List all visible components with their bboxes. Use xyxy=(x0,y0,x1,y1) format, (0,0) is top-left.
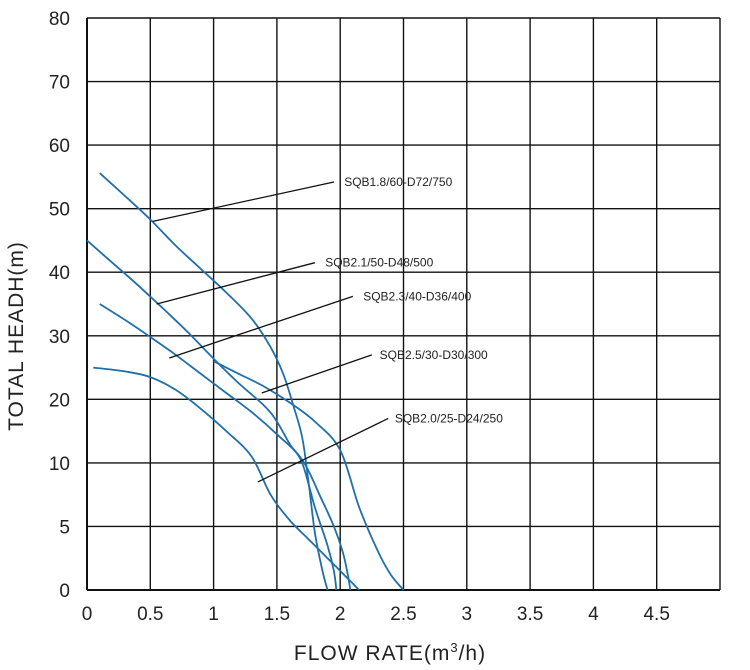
x-tick-label: 1.5 xyxy=(264,604,290,625)
series-label-1: SQB1.8/60-D72/750 xyxy=(344,175,452,189)
y-tick-label: 60 xyxy=(49,136,70,157)
x-tick-label: 2.5 xyxy=(390,604,416,625)
y-tick-label: 80 xyxy=(49,9,70,30)
leader-line-2 xyxy=(156,262,316,305)
series-label-5: SQB2.0/25-D24/250 xyxy=(395,411,503,425)
grid xyxy=(86,17,721,591)
leader-line-3 xyxy=(169,295,354,359)
series-line-2 xyxy=(86,239,338,591)
x-tick-label: 4 xyxy=(588,604,599,625)
x-tick-label: 3 xyxy=(462,604,473,625)
leaders xyxy=(152,181,389,483)
series-label-4: SQB2.5/30-D30/300 xyxy=(380,348,488,362)
x-tick-label: 0.5 xyxy=(137,604,163,625)
leader-line-4 xyxy=(261,354,373,394)
x-tick-label: 2 xyxy=(335,604,346,625)
series-line-5 xyxy=(93,366,360,591)
y-tick-label: 70 xyxy=(49,73,70,94)
labels: SQB1.8/60-D72/750 SQB2.1/50-D48/500 SQB2.3… xyxy=(325,175,503,425)
y-tick-label: 30 xyxy=(49,327,70,348)
curves xyxy=(86,172,405,591)
ticks: 0 0.5 1 1.5 2 2.5 3 3.5 4 4.5 0 5 10 20 30 40 50 60 70 80 xyxy=(49,9,670,625)
y-tick-label: 10 xyxy=(49,454,70,475)
x-tick-label: 4.5 xyxy=(643,604,669,625)
y-tick-label: 5 xyxy=(59,517,70,538)
y-axis-label: TOTAL HEADH(m) xyxy=(5,241,28,431)
leader-line-5 xyxy=(257,417,389,483)
x-tick-label: 0 xyxy=(82,604,93,625)
leader-line-1 xyxy=(152,181,335,223)
x-tick-label: 3.5 xyxy=(517,604,543,625)
series-line-1 xyxy=(99,172,329,591)
x-axis-label: FLOW RATE(m3/h) xyxy=(294,640,486,665)
series-label-2: SQB2.1/50-D48/500 xyxy=(325,256,433,270)
y-tick-label: 0 xyxy=(59,581,70,602)
series-label-3: SQB2.3/40-D36/400 xyxy=(363,289,471,303)
x-tick-label: 1 xyxy=(208,604,219,625)
series-line-3 xyxy=(99,303,352,591)
y-tick-label: 20 xyxy=(49,390,70,411)
series-line-4 xyxy=(213,360,405,591)
y-tick-label: 40 xyxy=(49,263,70,284)
y-tick-label: 50 xyxy=(49,200,70,221)
